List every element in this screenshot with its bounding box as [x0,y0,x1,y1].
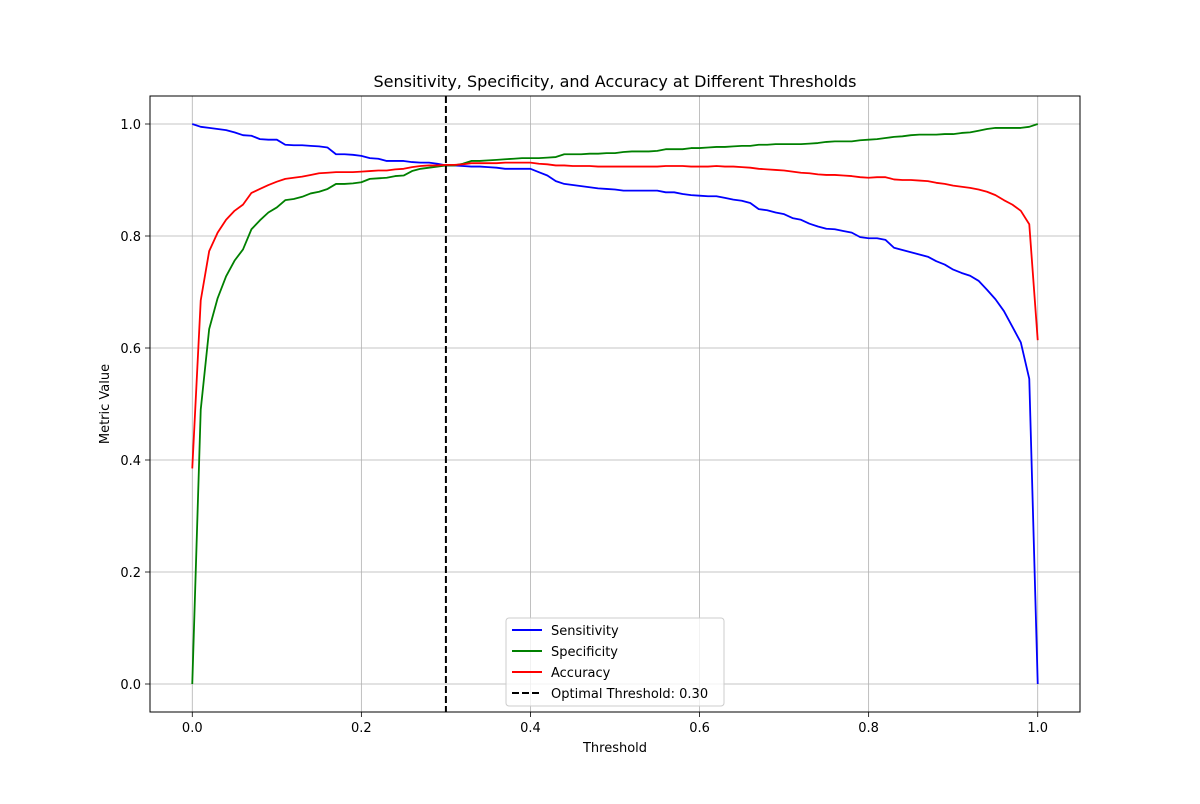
series-line-accuracy [191,161,1039,469]
x-tick-label: 0.2 [351,721,372,736]
legend: Sensitivity Specificity Accuracy Optimal Th… [505,617,725,707]
y-tick-label: 1.0 [120,118,141,133]
plot-frame [149,95,1081,713]
legend-label: Accuracy [551,666,611,681]
legend-box [505,617,725,707]
y-tick-label: 0.6 [120,342,141,357]
legend-label: Sensitivity [551,624,619,639]
series-line-sensitivity [191,123,1039,685]
chart-title: Sensitivity, Specificity, and Accuracy a… [374,72,857,91]
series-line-specificity [191,123,1039,685]
grid-layer [150,96,1080,712]
y-tick-label: 0.2 [120,566,141,581]
y-axis-label: Metric Value [98,364,113,444]
y-tick-label: 0.8 [120,230,141,245]
legend-label: Optimal Threshold: 0.30 [551,687,708,702]
y-tick-label: 0.4 [120,454,141,469]
x-tick-label: 0.6 [689,721,710,736]
x-tick-label: 0.8 [858,721,879,736]
x-axis-label: Threshold [582,741,647,756]
legend-label: Specificity [551,645,618,660]
x-tick-label: 1.0 [1027,721,1048,736]
y-ticks: 0.0 0.2 0.4 0.6 0.8 1.0 [120,118,150,693]
series-layer [191,123,1039,685]
x-ticks: 0.0 0.2 0.4 0.6 0.8 1.0 [182,712,1048,736]
x-tick-label: 0.0 [182,721,203,736]
y-tick-label: 0.0 [120,678,141,693]
x-tick-label: 0.4 [520,721,541,736]
